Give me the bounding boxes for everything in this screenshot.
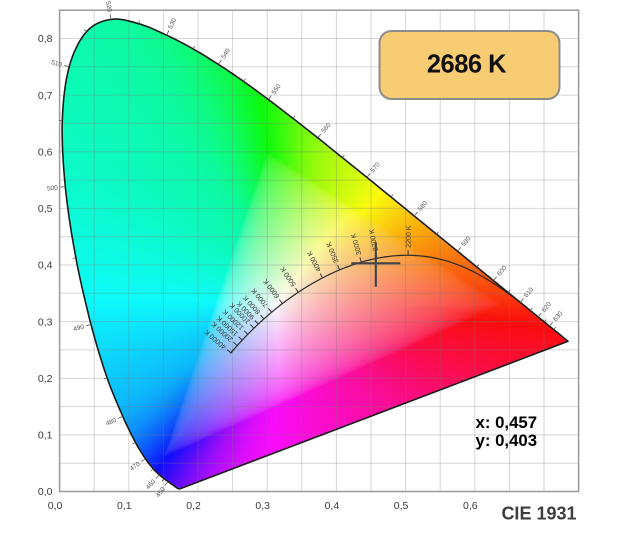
svg-text:4000 K: 4000 K xyxy=(306,249,323,272)
svg-text:x: 0,457: x: 0,457 xyxy=(476,413,538,432)
svg-text:0,5: 0,5 xyxy=(394,500,409,512)
svg-text:0,2: 0,2 xyxy=(38,373,53,385)
svg-text:550: 550 xyxy=(271,83,283,96)
svg-text:2686 K: 2686 K xyxy=(427,51,507,79)
svg-text:510: 510 xyxy=(50,59,63,69)
svg-text:2700 K: 2700 K xyxy=(369,228,380,251)
svg-text:530: 530 xyxy=(167,17,178,30)
svg-text:0,1: 0,1 xyxy=(117,500,132,512)
svg-text:470: 470 xyxy=(129,460,142,472)
svg-text:540: 540 xyxy=(220,47,232,60)
svg-text:0,4: 0,4 xyxy=(38,260,53,272)
svg-text:y: 0,403: y: 0,403 xyxy=(476,431,538,450)
svg-text:0,0: 0,0 xyxy=(38,486,53,498)
svg-text:0,1: 0,1 xyxy=(38,430,53,442)
svg-text:490: 490 xyxy=(73,323,86,333)
svg-text:0,4: 0,4 xyxy=(325,500,340,512)
svg-text:0,3: 0,3 xyxy=(38,316,53,328)
svg-text:0,6: 0,6 xyxy=(38,147,53,159)
svg-text:0,7: 0,7 xyxy=(38,90,53,102)
svg-text:2200 K: 2200 K xyxy=(406,225,413,248)
svg-text:500: 500 xyxy=(47,185,59,193)
svg-text:610: 610 xyxy=(523,286,536,299)
svg-text:0,2: 0,2 xyxy=(186,500,201,512)
svg-text:460: 460 xyxy=(145,478,158,491)
svg-text:450: 450 xyxy=(155,486,167,499)
svg-text:600: 600 xyxy=(496,264,509,277)
svg-text:3000 K: 3000 K xyxy=(350,232,363,256)
svg-text:630: 630 xyxy=(552,310,565,323)
svg-text:6000 K: 6000 K xyxy=(262,277,281,299)
svg-text:0,3: 0,3 xyxy=(255,500,270,512)
svg-text:620: 620 xyxy=(541,301,554,314)
svg-text:CIE 1931: CIE 1931 xyxy=(501,504,576,524)
svg-text:480: 480 xyxy=(105,417,118,428)
svg-text:520: 520 xyxy=(104,1,113,13)
svg-text:0,0: 0,0 xyxy=(48,500,63,512)
svg-text:0,6: 0,6 xyxy=(463,500,478,512)
svg-text:5000 K: 5000 K xyxy=(279,265,297,288)
svg-text:0,5: 0,5 xyxy=(38,203,53,215)
svg-text:0,8: 0,8 xyxy=(38,33,53,45)
svg-text:580: 580 xyxy=(417,200,430,213)
svg-text:3500 K: 3500 K xyxy=(326,241,341,264)
